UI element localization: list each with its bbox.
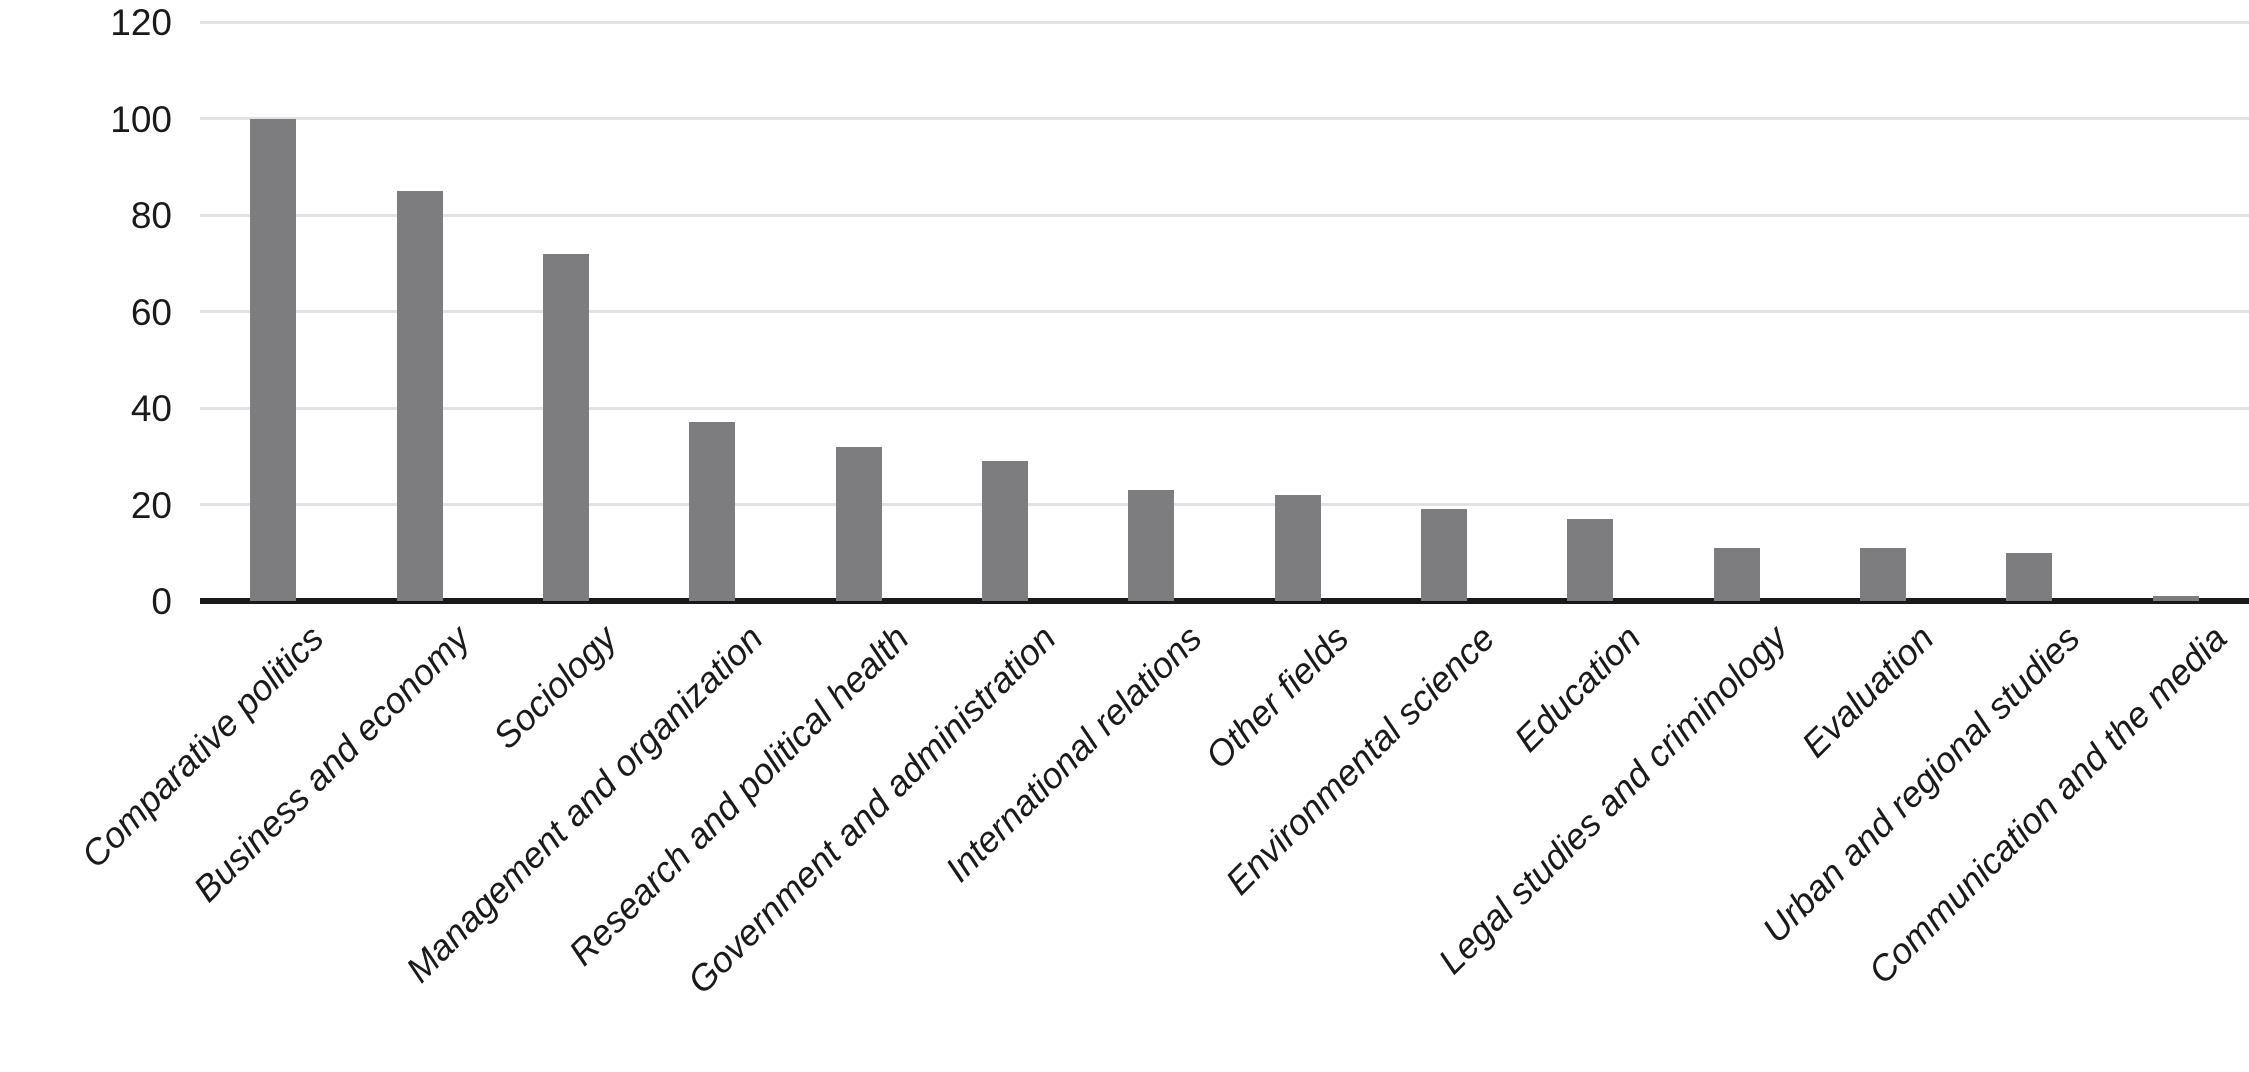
gridline <box>200 503 2249 506</box>
bar <box>1128 490 1175 601</box>
bar <box>2152 596 2199 601</box>
x-category-label: International relations <box>937 617 1210 890</box>
bar <box>689 422 736 601</box>
bar <box>542 253 589 601</box>
y-tick-label: 60 <box>130 291 172 333</box>
y-tick-label: 80 <box>130 195 172 236</box>
bar <box>2006 552 2053 601</box>
gridline <box>200 117 2249 120</box>
bar <box>1567 518 1614 601</box>
bar <box>1421 509 1468 601</box>
x-category-label: Education <box>1506 617 1649 760</box>
x-category-label: Evaluation <box>1793 617 1942 766</box>
gridline <box>200 20 2249 24</box>
bar <box>1274 494 1321 601</box>
x-category-label: Other fields <box>1196 617 1356 777</box>
bar <box>981 461 1028 601</box>
bar <box>396 190 443 601</box>
y-tick-label: 120 <box>110 2 172 43</box>
x-axis-line <box>200 598 2249 604</box>
gridline <box>200 406 2249 410</box>
y-tick-label: 40 <box>130 388 172 429</box>
bar <box>1713 547 1760 601</box>
gridline <box>200 310 2249 313</box>
x-category-label: Sociology <box>484 617 625 757</box>
gridline <box>200 213 2249 217</box>
x-category-label: Business and economy <box>185 617 478 910</box>
bar <box>250 118 297 601</box>
y-tick-label: 0 <box>151 581 172 622</box>
bar <box>835 446 882 601</box>
x-category-label: Comparative politics <box>73 617 332 876</box>
y-tick-label: 20 <box>130 484 172 526</box>
bar <box>1860 547 1907 601</box>
x-category-label: Environmental science <box>1217 617 1503 903</box>
y-tick-label: 100 <box>110 98 172 140</box>
